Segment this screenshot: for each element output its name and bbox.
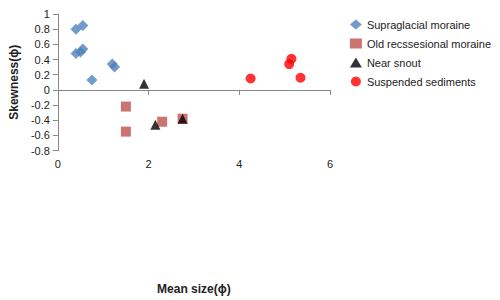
svg-text:2: 2 bbox=[146, 158, 152, 170]
svg-text:-0.6: -0.6 bbox=[31, 129, 50, 141]
svg-text:Skewness(ϕ): Skewness(ϕ) bbox=[7, 45, 21, 120]
svg-text:Mean size(ϕ): Mean size(ϕ) bbox=[157, 282, 231, 296]
svg-text:Suspended sediments: Suspended sediments bbox=[367, 76, 476, 88]
svg-text:0.2: 0.2 bbox=[35, 69, 50, 81]
svg-text:0.6: 0.6 bbox=[35, 38, 50, 50]
svg-text:-0.2: -0.2 bbox=[31, 99, 50, 111]
svg-text:-0.8: -0.8 bbox=[31, 145, 50, 157]
svg-text:-0.4: -0.4 bbox=[31, 114, 50, 126]
svg-text:0: 0 bbox=[55, 158, 61, 170]
svg-text:4: 4 bbox=[236, 158, 242, 170]
svg-text:0.8: 0.8 bbox=[35, 23, 50, 35]
svg-text:0: 0 bbox=[44, 84, 50, 96]
svg-text:Supraglacial moraine: Supraglacial moraine bbox=[367, 19, 470, 31]
svg-text:6: 6 bbox=[327, 158, 333, 170]
svg-text:Near snout: Near snout bbox=[367, 57, 421, 69]
svg-text:0.4: 0.4 bbox=[35, 54, 50, 66]
svg-text:1: 1 bbox=[44, 8, 50, 20]
svg-text:Old recssesional moraine: Old recssesional moraine bbox=[367, 38, 491, 50]
